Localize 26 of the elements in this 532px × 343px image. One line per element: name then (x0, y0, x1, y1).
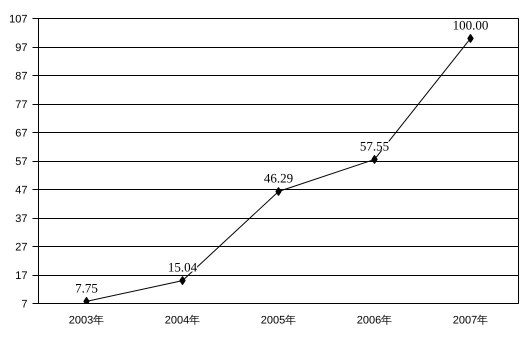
y-tick-label: 17 (15, 270, 28, 282)
point (467, 34, 474, 43)
x-tick-label: 2007年 (452, 314, 488, 326)
x-tick-label: 2006年 (356, 314, 392, 326)
y-tick-label: 107 (9, 14, 28, 26)
data-label: 57.55 (360, 138, 390, 154)
y-tick-label: 47 (15, 184, 28, 196)
x-tick-label: 2003年 (68, 314, 104, 326)
y-tick-label: 57 (15, 156, 28, 168)
y-tick-label: 27 (15, 242, 28, 254)
y-tick-label: 97 (15, 42, 28, 54)
data-label: 100.00 (452, 17, 488, 32)
point (83, 296, 90, 304)
data-label: 7.75 (75, 280, 98, 296)
y-tick-label: 87 (15, 70, 28, 82)
y-tick-label: 37 (15, 213, 28, 225)
point (371, 154, 378, 164)
x-tick-label: 2005年 (260, 314, 296, 326)
y-tick-label: 7 (21, 298, 28, 310)
point (179, 276, 186, 286)
y-tick-label: 67 (15, 128, 28, 140)
data-label: 46.29 (264, 170, 294, 186)
x-tick-label: 2004年 (164, 314, 200, 326)
y-tick-label: 77 (15, 99, 28, 111)
point (275, 187, 282, 196)
data-label: 15.04 (168, 260, 198, 275)
